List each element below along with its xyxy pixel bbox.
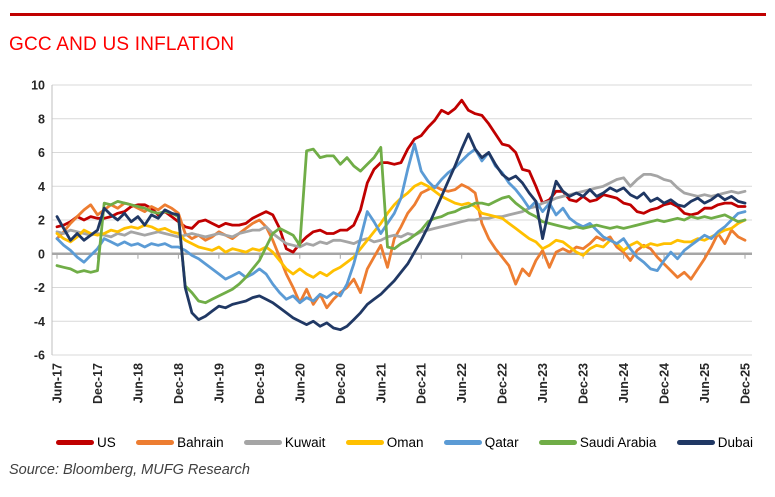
legend-swatch-kuwait xyxy=(243,439,282,445)
x-axis-tick-label: Dec-25 xyxy=(738,363,752,404)
legend-item-dubai: Dubai xyxy=(676,434,753,450)
legend-label: Oman xyxy=(386,434,424,450)
y-axis-tick-label: 10 xyxy=(31,79,45,93)
legend-item-oman: Oman xyxy=(345,434,424,450)
x-axis-tick-label: Dec-23 xyxy=(577,363,591,404)
x-axis-tick-label: Jun-20 xyxy=(293,363,307,403)
series-line-kuwait xyxy=(55,173,747,249)
y-axis-tick-label: 2 xyxy=(38,214,45,228)
legend-swatch-bahrain xyxy=(136,439,175,445)
x-axis-tick-label: Jun-17 xyxy=(51,363,65,403)
page-title: GCC AND US INFLATION xyxy=(9,34,235,55)
legend-label: Bahrain xyxy=(177,434,224,450)
y-axis-tick-label: -2 xyxy=(34,281,45,295)
x-axis-tick-label: Dec-19 xyxy=(253,363,267,404)
inflation-line-chart: 10 8 6 4 2 0 -2 -4 -6 Jun-17 Dec-17 Jun-18 Dec-18 Jun… xyxy=(31,79,752,405)
legend-item-qatar: Qatar xyxy=(443,434,519,450)
x-axis-tick-label: Dec-18 xyxy=(172,363,186,404)
legend-item-bahrain: Bahrain xyxy=(136,435,224,450)
legend-item-kuwait: Kuwait xyxy=(243,434,326,450)
legend-label: Kuwait xyxy=(284,434,326,450)
x-axis-tick-label: Dec-20 xyxy=(334,363,348,404)
x-axis-tick-label: Dec-17 xyxy=(91,363,105,404)
legend-label: US xyxy=(97,434,116,450)
y-axis-tick-label: 8 xyxy=(38,112,45,126)
series-line-qatar xyxy=(55,142,747,305)
x-axis-tick-label: Jun-19 xyxy=(212,363,226,403)
x-axis-tick-label: Jun-25 xyxy=(698,363,712,403)
y-axis-tick-label: 6 xyxy=(38,146,45,160)
series-line-us xyxy=(55,98,747,254)
x-axis-tick-label: Jun-18 xyxy=(131,363,145,403)
legend-item-us: US xyxy=(56,435,116,450)
y-axis-tick-label: 4 xyxy=(38,180,45,194)
chart-legend: US Bahrain Kuwait Oman Qatar Saudi Arabia Duba… xyxy=(0,431,775,453)
legend-swatch-saudi-arabia xyxy=(538,439,577,445)
x-axis-tick-label: Jun-23 xyxy=(536,363,550,403)
source-note: Source: Bloomberg, MUFG Research xyxy=(9,462,250,478)
legend-swatch-qatar xyxy=(443,439,482,445)
y-axis-tick-label: -4 xyxy=(34,315,45,329)
x-axis-tick-label: Dec-24 xyxy=(658,363,672,404)
legend-label: Saudi Arabia xyxy=(579,434,657,450)
top-rule xyxy=(10,13,766,16)
x-axis-tick-label: Jun-22 xyxy=(455,363,469,403)
y-axis-tick-label: 0 xyxy=(38,247,45,261)
legend-swatch-us xyxy=(56,439,94,445)
series-line-dubai xyxy=(55,132,747,332)
series-line-bahrain xyxy=(55,183,747,310)
legend-label: Dubai xyxy=(717,434,753,450)
x-axis-tick-label: Dec-22 xyxy=(496,363,510,404)
legend-swatch-oman xyxy=(345,439,384,445)
legend-swatch-dubai xyxy=(676,439,715,445)
y-axis-tick-label: -6 xyxy=(34,349,45,363)
x-axis-tick-label: Dec-21 xyxy=(415,363,429,404)
legend-label: Qatar xyxy=(484,434,519,450)
x-axis-tick-label: Jun-21 xyxy=(374,363,388,403)
x-axis-tick-label: Jun-24 xyxy=(617,363,631,403)
legend-item-saudi-arabia: Saudi Arabia xyxy=(538,434,657,450)
